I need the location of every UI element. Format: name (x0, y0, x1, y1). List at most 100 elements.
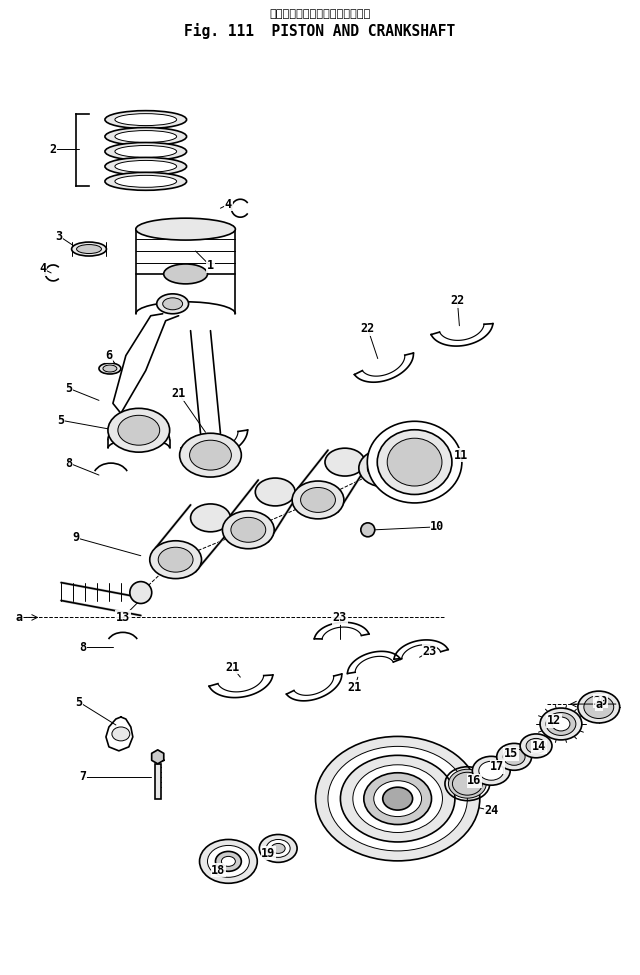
Ellipse shape (367, 421, 462, 503)
Ellipse shape (526, 738, 546, 754)
Text: 6: 6 (106, 349, 113, 362)
Text: 5: 5 (76, 695, 83, 709)
Ellipse shape (200, 839, 257, 883)
Text: 3: 3 (56, 229, 63, 243)
Ellipse shape (191, 504, 230, 531)
Ellipse shape (231, 518, 266, 542)
Ellipse shape (340, 756, 455, 842)
Ellipse shape (374, 781, 422, 817)
Ellipse shape (158, 547, 193, 572)
Text: 18: 18 (211, 864, 225, 877)
Text: 4: 4 (40, 262, 47, 276)
Polygon shape (152, 750, 164, 763)
Ellipse shape (316, 736, 480, 861)
Text: 23: 23 (422, 644, 436, 658)
Ellipse shape (578, 691, 620, 723)
Text: 8: 8 (79, 641, 86, 654)
Text: 22: 22 (451, 294, 465, 307)
Ellipse shape (292, 481, 344, 519)
Ellipse shape (115, 114, 177, 126)
Ellipse shape (72, 242, 106, 256)
Ellipse shape (99, 363, 121, 374)
Text: 8: 8 (65, 456, 73, 470)
Text: 24: 24 (484, 804, 499, 817)
Ellipse shape (105, 110, 187, 129)
Text: 16: 16 (467, 774, 481, 787)
Ellipse shape (377, 430, 452, 494)
Ellipse shape (546, 713, 576, 735)
Circle shape (361, 523, 375, 537)
Text: 2: 2 (50, 143, 57, 156)
Ellipse shape (472, 757, 510, 785)
Ellipse shape (520, 734, 552, 758)
Text: 4: 4 (225, 198, 232, 211)
Ellipse shape (387, 438, 442, 486)
Text: 5: 5 (58, 413, 65, 427)
Text: 20: 20 (594, 694, 608, 708)
Ellipse shape (108, 409, 170, 452)
Text: 19: 19 (261, 847, 275, 860)
Ellipse shape (223, 511, 274, 549)
Text: 12: 12 (547, 715, 561, 727)
Text: 23: 23 (333, 611, 347, 624)
Ellipse shape (115, 161, 177, 173)
Ellipse shape (105, 157, 187, 175)
Ellipse shape (105, 142, 187, 161)
Ellipse shape (115, 145, 177, 157)
Text: a: a (16, 611, 23, 624)
Text: 10: 10 (430, 521, 445, 533)
Ellipse shape (150, 541, 202, 578)
Ellipse shape (189, 440, 232, 470)
Ellipse shape (115, 176, 177, 187)
Ellipse shape (180, 433, 241, 477)
Text: a: a (595, 697, 602, 711)
Ellipse shape (118, 415, 160, 446)
Ellipse shape (540, 708, 582, 740)
Ellipse shape (383, 787, 413, 810)
Ellipse shape (164, 264, 207, 284)
Text: 22: 22 (361, 322, 375, 335)
Text: 9: 9 (72, 531, 79, 544)
Ellipse shape (157, 293, 189, 314)
Ellipse shape (353, 764, 442, 833)
Text: 7: 7 (79, 770, 86, 783)
Text: 21: 21 (348, 681, 362, 693)
Ellipse shape (325, 448, 365, 476)
Text: ピストンおよびクランクシャフト: ピストンおよびクランクシャフト (269, 9, 371, 20)
Ellipse shape (130, 582, 152, 604)
Ellipse shape (136, 218, 236, 240)
Text: 15: 15 (504, 748, 518, 760)
Bar (155, 763, 161, 799)
Ellipse shape (105, 173, 187, 190)
Ellipse shape (552, 717, 570, 731)
Ellipse shape (301, 488, 335, 513)
Ellipse shape (479, 761, 504, 780)
Ellipse shape (367, 455, 402, 481)
Text: Fig. 111  PISTON AND CRANKSHAFT: Fig. 111 PISTON AND CRANKSHAFT (184, 23, 456, 39)
Ellipse shape (503, 749, 525, 765)
Text: 14: 14 (532, 740, 546, 754)
Ellipse shape (497, 743, 532, 770)
Ellipse shape (77, 245, 102, 254)
Ellipse shape (328, 747, 467, 851)
Ellipse shape (112, 727, 130, 741)
Ellipse shape (271, 843, 285, 853)
Text: 5: 5 (65, 382, 73, 395)
Ellipse shape (259, 835, 297, 862)
Text: 17: 17 (490, 760, 504, 773)
Ellipse shape (163, 297, 182, 310)
Text: 13: 13 (116, 611, 130, 624)
Text: 21: 21 (225, 661, 239, 674)
Text: 11: 11 (454, 448, 468, 461)
Ellipse shape (255, 478, 295, 506)
Ellipse shape (364, 773, 431, 825)
Ellipse shape (584, 695, 614, 719)
Ellipse shape (221, 856, 236, 867)
Ellipse shape (105, 128, 187, 145)
Text: 1: 1 (207, 259, 214, 272)
Ellipse shape (103, 365, 117, 372)
Ellipse shape (449, 769, 486, 799)
Ellipse shape (207, 845, 250, 878)
Ellipse shape (266, 839, 290, 857)
Ellipse shape (216, 851, 241, 872)
